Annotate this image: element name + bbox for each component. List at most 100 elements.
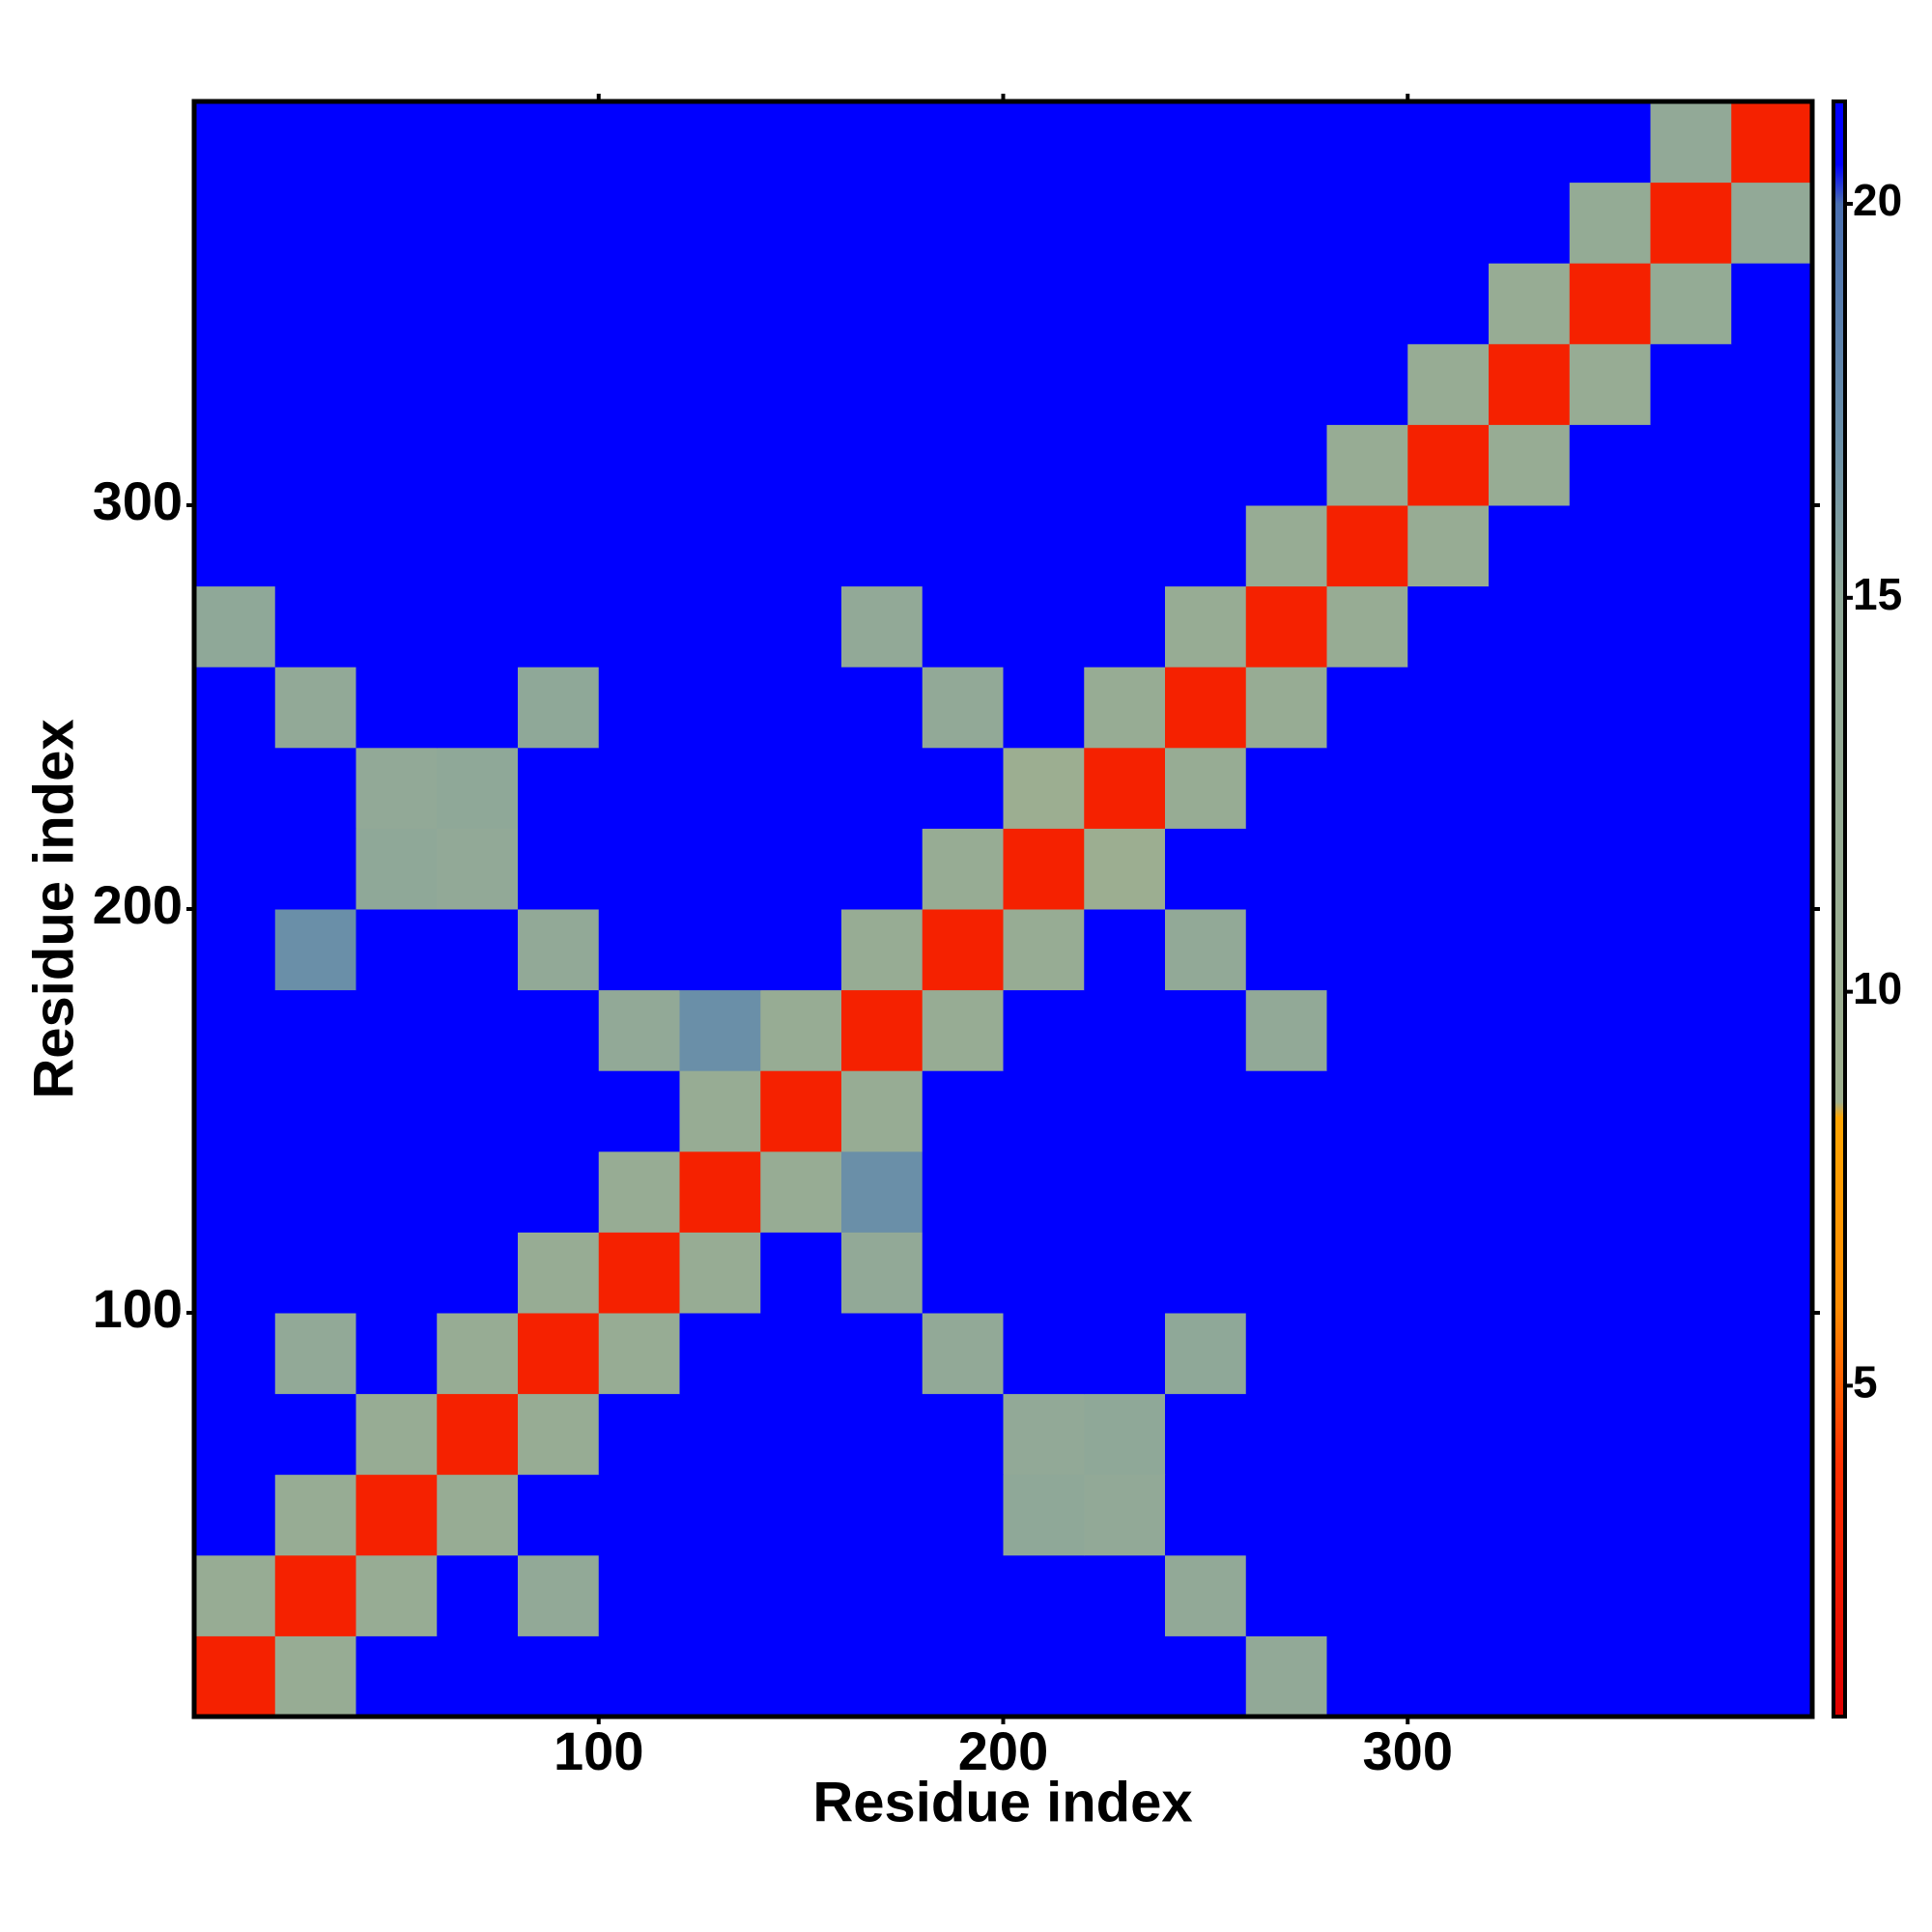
heatmap-cell xyxy=(1245,1635,1327,1717)
heatmap-cell xyxy=(598,909,680,991)
heatmap-cell xyxy=(355,424,438,506)
heatmap-cell xyxy=(760,1232,842,1314)
heatmap-cell xyxy=(1003,1393,1085,1475)
heatmap-cell xyxy=(1569,1070,1651,1152)
heatmap-cell xyxy=(1165,1393,1247,1475)
heatmap-cell xyxy=(1245,909,1327,991)
heatmap-cell xyxy=(1489,101,1571,184)
heatmap-cell xyxy=(274,1554,356,1636)
heatmap-cell xyxy=(1326,909,1408,991)
heatmap-cell xyxy=(841,182,923,264)
heatmap-cell xyxy=(1084,1313,1166,1395)
heatmap-cell xyxy=(922,747,1004,829)
heatmap-cell xyxy=(1569,585,1651,668)
heatmap-cell xyxy=(1003,1313,1085,1395)
heatmap-cell xyxy=(1407,101,1490,184)
heatmap-cell xyxy=(841,1151,923,1233)
heatmap-cell xyxy=(841,1070,923,1152)
heatmap-cell xyxy=(355,1474,438,1556)
heatmap-cell xyxy=(518,1393,600,1475)
heatmap-cell xyxy=(355,828,438,910)
heatmap-cell xyxy=(1003,101,1085,184)
heatmap-cell xyxy=(841,505,923,587)
heatmap-cell xyxy=(598,1070,680,1152)
heatmap-cell xyxy=(194,989,276,1071)
heatmap-cell xyxy=(1650,1151,1732,1233)
heatmap-cell xyxy=(194,182,276,264)
heatmap-cell xyxy=(1326,182,1408,264)
heatmap-cell xyxy=(679,1232,761,1314)
heatmap-cell xyxy=(1731,1393,1812,1475)
heatmap-cell xyxy=(1731,1070,1812,1152)
heatmap-cell xyxy=(1245,1070,1327,1152)
heatmap-cell xyxy=(1084,747,1166,829)
heatmap-cell xyxy=(437,182,519,264)
heatmap-cell xyxy=(355,505,438,587)
heatmap-cell xyxy=(1731,989,1812,1071)
heatmap-cell xyxy=(518,909,600,991)
heatmap-cell xyxy=(1650,585,1732,668)
heatmap-cell xyxy=(1084,1070,1166,1152)
heatmap-cell xyxy=(1003,424,1085,506)
heatmap-cell xyxy=(194,1070,276,1152)
heatmap-cell xyxy=(1407,1313,1490,1395)
heatmap-cell xyxy=(518,747,600,829)
heatmap-cell xyxy=(1407,747,1490,829)
heatmap-cell xyxy=(922,1070,1004,1152)
heatmap-cell xyxy=(1084,1151,1166,1233)
heatmap-cell xyxy=(1407,828,1490,910)
heatmap-cell xyxy=(1489,1635,1571,1717)
heatmap-cell xyxy=(194,263,276,345)
heatmap-cell xyxy=(1084,505,1166,587)
heatmap-cell xyxy=(841,1393,923,1475)
heatmap-cell xyxy=(274,1393,356,1475)
heatmap-cell xyxy=(437,263,519,345)
heatmap-cell xyxy=(355,1313,438,1395)
heatmap-cell xyxy=(194,1393,276,1475)
y-tick-label: 200 xyxy=(93,874,183,935)
heatmap-cell xyxy=(1003,828,1085,910)
heatmap-cell xyxy=(355,1635,438,1717)
heatmap-cell xyxy=(437,505,519,587)
heatmap-cell xyxy=(1407,505,1490,587)
heatmap-cell xyxy=(679,1554,761,1636)
heatmap-cell xyxy=(1731,828,1812,910)
heatmap-cell xyxy=(1569,263,1651,345)
heatmap-cell xyxy=(1489,263,1571,345)
heatmap-cell xyxy=(1326,1313,1408,1395)
heatmap-cell xyxy=(1326,667,1408,749)
heatmap-cell xyxy=(841,828,923,910)
heatmap-cell xyxy=(1003,182,1085,264)
heatmap-cell xyxy=(518,1070,600,1152)
heatmap-cell xyxy=(1326,505,1408,587)
heatmap-cell xyxy=(355,909,438,991)
heatmap-cell xyxy=(1003,989,1085,1071)
heatmap-cell xyxy=(437,424,519,506)
heatmap-cell xyxy=(1407,1070,1490,1152)
heatmap-cell xyxy=(518,1232,600,1314)
heatmap-cell xyxy=(355,1232,438,1314)
heatmap-cell xyxy=(1731,667,1812,749)
heatmap-cell xyxy=(760,182,842,264)
heatmap-cell xyxy=(355,989,438,1071)
heatmap-cell xyxy=(1084,424,1166,506)
heatmap-cell xyxy=(1650,909,1732,991)
heatmap-cell xyxy=(274,1070,356,1152)
heatmap-cell xyxy=(194,1554,276,1636)
heatmap-cell xyxy=(1003,909,1085,991)
heatmap-cell xyxy=(518,182,600,264)
heatmap-cell xyxy=(1084,343,1166,425)
heatmap-cell xyxy=(1407,1232,1490,1314)
heatmap-cell xyxy=(1326,747,1408,829)
heatmap-cell xyxy=(1326,424,1408,506)
heatmap-cell xyxy=(1165,1070,1247,1152)
heatmap-cell xyxy=(1084,1474,1166,1556)
heatmap-cell xyxy=(1165,1554,1247,1636)
heatmap-cell xyxy=(1165,1474,1247,1556)
heatmap-cell xyxy=(1489,1474,1571,1556)
heatmap-cell xyxy=(355,263,438,345)
heatmap-cell xyxy=(1650,1554,1732,1636)
heatmap-cell xyxy=(274,1232,356,1314)
heatmap-cell xyxy=(437,343,519,425)
heatmap-cell xyxy=(760,1070,842,1152)
